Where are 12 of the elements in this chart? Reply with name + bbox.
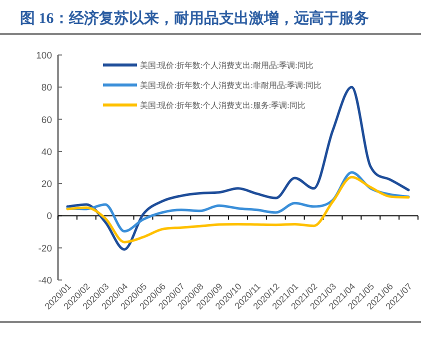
chart-title: 图 16：经济复苏以来，耐用品支出激增，远高于服务 <box>20 9 369 27</box>
y-tick-label: 80 <box>41 82 52 94</box>
legend-label: 美国:现价:折年数:个人消费支出:服务:季调:同比 <box>140 101 306 110</box>
y-tick-label: -20 <box>38 243 52 254</box>
legend-label: 美国:现价:折年数:个人消费支出:非耐用品:季调:同比 <box>140 81 322 90</box>
y-tick-label: 20 <box>41 179 52 190</box>
y-tick-label: 40 <box>41 146 52 158</box>
y-tick-label: 100 <box>36 50 52 62</box>
legend-label: 美国:现价:折年数:个人消费支出:耐用品:季调:同比 <box>140 61 314 70</box>
y-tick-label: -40 <box>38 276 52 286</box>
y-tick-label: 0 <box>46 211 52 222</box>
y-tick-label: 60 <box>41 114 52 126</box>
